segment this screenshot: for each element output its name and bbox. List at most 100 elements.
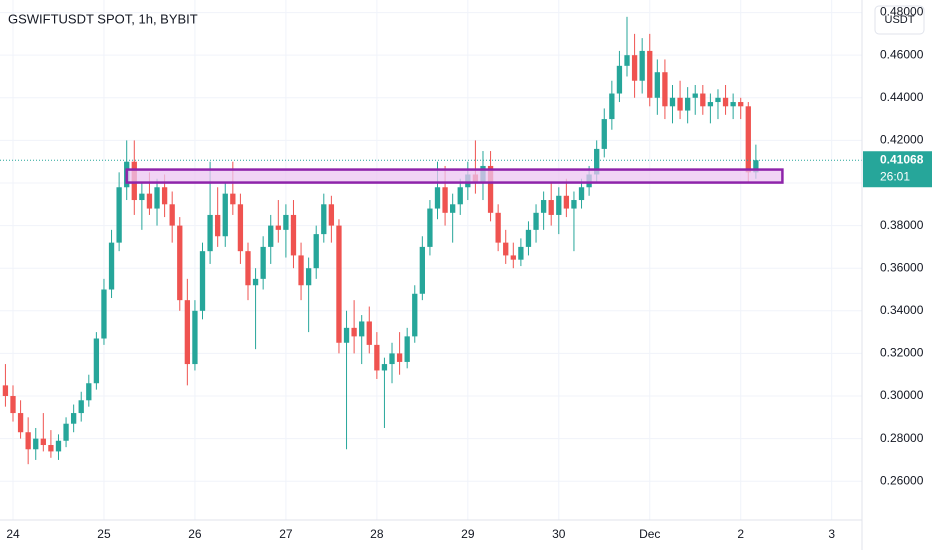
plot	[0, 16, 862, 465]
candle-body	[639, 50, 645, 81]
candle-body	[70, 413, 77, 424]
candle-body	[207, 214, 213, 252]
candle-body	[525, 229, 532, 247]
candle-body	[404, 336, 410, 362]
candle-body	[518, 246, 524, 260]
candle-body	[343, 327, 350, 343]
candle-body	[631, 55, 638, 81]
candle-body	[169, 204, 175, 226]
candle-body	[616, 65, 623, 94]
candle-body	[396, 353, 403, 362]
candle-body	[427, 208, 433, 247]
candle-body	[578, 187, 585, 201]
candle-body	[184, 300, 191, 365]
currency-button[interactable]	[874, 5, 925, 35]
candle-body	[457, 187, 463, 205]
candle-body	[336, 225, 342, 343]
candle-body	[366, 321, 372, 345]
candle-body	[33, 438, 39, 450]
candle-body	[146, 193, 153, 209]
candle-body	[230, 193, 236, 205]
candle-body	[730, 102, 736, 107]
candle-body	[684, 97, 691, 111]
candle-body	[139, 193, 145, 201]
candle-body	[662, 72, 668, 107]
last-price-label: 0.41068	[880, 152, 924, 166]
candle-body	[199, 251, 206, 311]
candle-body	[647, 50, 653, 98]
y-tick-label: 0.30000	[880, 388, 924, 402]
candle-body	[601, 119, 607, 149]
candle-body	[177, 225, 183, 301]
y-tick-label: 0.28000	[880, 431, 924, 445]
candle-body	[359, 321, 365, 337]
candle-body	[419, 246, 425, 294]
candle-body	[700, 93, 706, 107]
candle-body	[707, 102, 714, 107]
candle-body	[510, 255, 516, 260]
candle-body	[86, 383, 92, 401]
y-tick-label: 0.38000	[880, 218, 924, 232]
candle-body	[389, 353, 395, 365]
candle-body	[116, 187, 122, 243]
x-tick-label: 3	[828, 527, 835, 541]
candle-body	[192, 310, 198, 365]
x-tick-label: 2	[737, 527, 744, 541]
candle-body	[48, 445, 54, 452]
candle-body	[305, 268, 312, 286]
candle-body	[108, 242, 115, 290]
candle-body	[93, 338, 100, 384]
x-tick-label: 24	[6, 527, 20, 541]
candle-body	[495, 212, 501, 243]
last-price-box	[863, 151, 932, 188]
y-tick-label: 0.46000	[880, 47, 924, 61]
candle-body	[154, 187, 160, 209]
candle-body	[487, 165, 494, 213]
candle-body	[313, 234, 319, 269]
candle-body	[260, 246, 266, 279]
candle-body	[381, 364, 388, 371]
candle-body	[25, 432, 31, 450]
candle-body	[556, 195, 562, 215]
candle-body	[252, 278, 259, 286]
candle-body	[669, 97, 676, 107]
candle-body	[624, 55, 630, 66]
candle-body	[290, 214, 297, 256]
candle-body	[563, 195, 570, 209]
y-tick-label: 0.48000	[880, 5, 924, 19]
x-tick-label: 27	[279, 527, 293, 541]
candle-body	[738, 102, 744, 107]
candle-body	[101, 289, 107, 339]
candle-body	[351, 327, 357, 337]
y-tick-label: 0.36000	[880, 260, 924, 274]
chart-title: GSWIFTUSDT SPOT, 1h, BYBIT	[8, 11, 198, 26]
x-tick-label: 26	[188, 527, 202, 541]
candle-body	[548, 200, 554, 215]
y-tick-label: 0.44000	[880, 90, 924, 104]
currency-label: USDT	[885, 14, 915, 26]
x-tick-label: 30	[552, 527, 566, 541]
candle-body	[442, 187, 448, 213]
x-tick-label: 25	[97, 527, 111, 541]
candle-body	[745, 106, 751, 173]
candle-body	[450, 204, 456, 213]
support-zone	[125, 168, 784, 184]
grid	[0, 0, 862, 520]
y-tick-label: 0.42000	[880, 133, 924, 147]
candle-body	[161, 187, 168, 205]
candle-body	[715, 97, 721, 103]
candle-body	[692, 93, 698, 98]
y-tick-label: 0.34000	[880, 303, 924, 317]
candle-body	[2, 385, 9, 397]
candle-body	[722, 97, 729, 107]
candle-body	[275, 225, 281, 230]
candle-body	[10, 396, 16, 414]
candle-body	[609, 93, 615, 120]
candle-body	[677, 97, 683, 111]
candle-body	[540, 200, 547, 213]
candle-body	[533, 212, 539, 230]
candle-body	[434, 187, 441, 209]
candle-body	[237, 204, 244, 252]
y-tick-label: 0.26000	[880, 473, 924, 487]
